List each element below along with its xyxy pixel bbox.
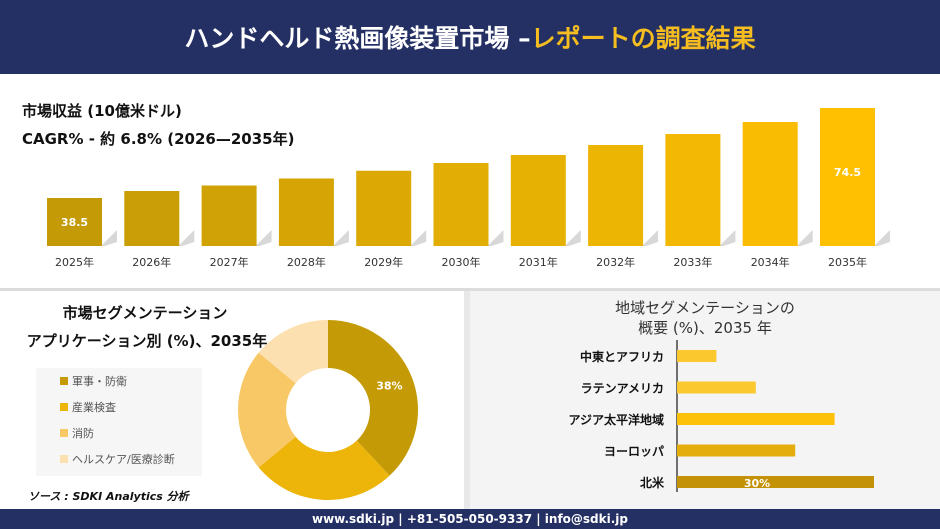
donut-slice-2 [238,352,296,468]
bar-shadow [564,230,581,246]
donut-slice-0 [328,320,418,476]
x-tick-label: 2027年 [210,255,249,269]
divider [0,288,940,291]
bar-アジア太平洋地域 [677,413,835,425]
legend-swatch [60,429,68,437]
region-title: 地域セグメンテーションの [615,299,795,317]
region-subtitle: 概要 (%)、2035 年 [638,319,772,337]
data-label: 30% [744,477,770,490]
bar-2033年 [665,134,721,246]
y-tick-label: ヨーロッパ [604,445,664,459]
pie-legend: 軍事・防衛産業検査消防ヘルスケア/医療診断 [36,368,202,476]
legend-label: 消防 [72,427,94,440]
application-donut-chart: 38% [238,320,418,501]
donut-slice-1 [258,436,390,501]
footer-contact: www.sdki.jp | +81-505-050-9337 | info@sd… [0,509,940,529]
bar-shadow [101,230,117,246]
x-tick-label: 2030年 [442,255,481,269]
bar-ヨーロッパ [677,444,796,457]
bar-中東とアフリカ [677,350,717,362]
bar-2025年 [47,198,102,246]
data-label: 38.5 [61,216,88,229]
legend-swatch [60,403,68,411]
title-main: ハンドヘルド熱画像装置市場 – [184,24,531,53]
bar-shadow [332,230,349,246]
y-tick-label: 中東とアフリカ [580,349,664,364]
bar-shadow [719,230,736,246]
bar-shadow [874,230,890,246]
region-panel [470,291,940,509]
bar-2028年 [278,178,334,246]
source-note: ソース : SDKI Analytics 分析 [28,490,189,503]
bar-shadow [487,230,504,246]
legend-swatch [60,455,68,463]
panel-separator [464,291,470,509]
legend-label: 軍事・防衛 [72,375,127,388]
x-tick-label: 2028年 [287,255,326,269]
y-tick-label: ラテンアメリカ [581,382,664,396]
bar-shadow [642,230,659,246]
x-tick-label: 2035年 [828,255,867,269]
bar-2029年 [356,170,412,246]
x-tick-label: 2025年 [55,255,94,269]
x-tick-label: 2031年 [519,255,558,269]
bar-2030年 [433,163,489,246]
bar-ラテンアメリカ [677,381,756,394]
bar-2027年 [201,185,257,246]
x-tick-label: 2032年 [596,255,635,269]
legend-item: 消防 [36,420,202,446]
bar-北米 [677,476,874,488]
bar-shadow [178,230,195,246]
revenue-bar-chart: 2025年 38.5 2026年 2027年 2028年 2029年 2030年 2031年 2… [47,108,890,269]
bar-shadow [255,230,272,246]
header-banner: ハンドヘルド熱画像装置市場 – レポートの調査結果 [0,0,940,74]
data-label: 38% [376,380,402,393]
title-highlight: レポートの調査結果 [530,24,756,53]
legend-label: ヘルスケア/医療診断 [72,453,175,466]
x-tick-label: 2029年 [364,255,403,269]
cagr-subtitle: CAGR% - 約 6.8% (2026—2035年) [22,130,295,148]
legend-item: ヘルスケア/医療診断 [36,446,202,472]
data-label: 74.5 [834,166,861,179]
legend-item: 軍事・防衛 [36,368,202,394]
legend-label: 産業検査 [72,401,116,414]
application-title: 市場セグメンテーション [62,304,228,322]
bar-2032年 [588,145,644,246]
legend-item: 産業検査 [36,394,202,420]
application-subtitle: アプリケーション別 (%)、2035年 [26,332,268,350]
legend-swatch [60,377,68,385]
x-tick-label: 2033年 [673,255,712,269]
bar-2034年 [742,122,798,246]
revenue-title: 市場収益 (10億米ドル) [22,102,182,120]
x-tick-label: 2034年 [751,255,790,269]
y-tick-label: アジア太平洋地域 [568,412,664,427]
y-tick-label: 北米 [640,475,665,490]
x-tick-label: 2026年 [132,255,171,269]
bar-2031年 [510,155,566,246]
bar-2026年 [124,191,180,246]
donut-slice-3 [258,320,328,384]
bar-shadow [410,230,427,246]
bar-shadow [796,230,813,246]
bar-2035年 [820,108,875,246]
